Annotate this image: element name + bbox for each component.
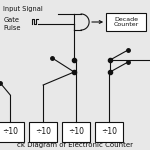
Bar xyxy=(62,122,90,142)
Text: ÷10: ÷10 xyxy=(68,128,84,136)
Bar xyxy=(106,13,146,31)
Bar xyxy=(29,122,57,142)
Text: Input Signal: Input Signal xyxy=(3,6,43,12)
Text: ÷10: ÷10 xyxy=(2,128,18,136)
Bar xyxy=(0,122,24,142)
Text: Decade
Counter: Decade Counter xyxy=(113,17,139,27)
Text: Gate
Pulse: Gate Pulse xyxy=(3,18,21,30)
Text: ÷10: ÷10 xyxy=(101,128,117,136)
Text: ck Diagram of Electronic Counter: ck Diagram of Electronic Counter xyxy=(17,142,133,148)
Text: ÷10: ÷10 xyxy=(35,128,51,136)
Bar xyxy=(95,122,123,142)
